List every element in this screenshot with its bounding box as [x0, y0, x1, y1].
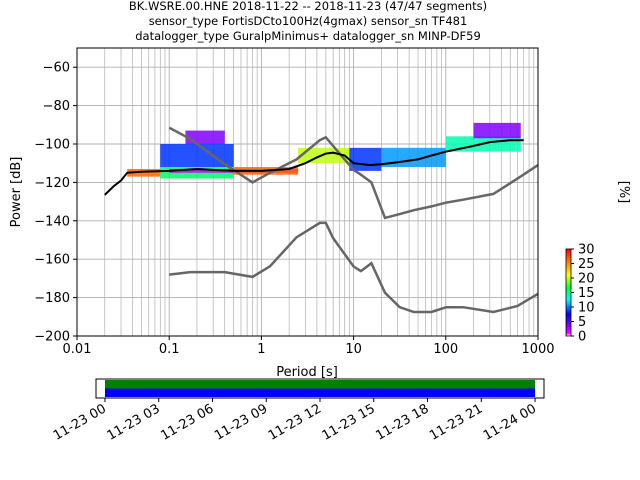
coverage-bar	[104, 388, 536, 397]
x-tick-label: 100	[433, 342, 458, 357]
time-tick-label: 11-23 21	[427, 401, 485, 443]
title-line-1: BK.WSRE.00.HNE 2018-11-22 -- 2018-11-23 …	[129, 0, 487, 13]
y-axis-label: Power [dB]	[9, 157, 24, 228]
x-tick-label: 1000	[521, 342, 554, 357]
y-tick-label: −80	[43, 99, 70, 114]
time-tick-label: 11-23 03	[105, 401, 163, 443]
x-axis-ticks: 0.01 0.1 1 10 100 1000	[63, 336, 555, 357]
colorbar-gradient	[565, 248, 572, 337]
psd-density-cell	[127, 168, 161, 177]
y-tick-label: −140	[34, 214, 70, 229]
time-tick-label: 11-23 12	[266, 401, 324, 443]
time-tick-label: 11-23 09	[212, 401, 270, 443]
coverage-bars	[104, 380, 536, 397]
colorbar-tick-label: 5	[578, 315, 586, 330]
y-tick-label: −180	[34, 291, 70, 306]
coverage-bar	[104, 380, 536, 389]
plot-background	[77, 48, 538, 336]
colorbar-tick-label: 20	[578, 272, 595, 287]
x-tick-label: 0.1	[159, 342, 180, 357]
time-tick-label: 11-24 00	[481, 401, 539, 443]
colorbar-tick-label: 25	[578, 257, 595, 272]
mean-psd-layer	[104, 139, 524, 196]
x-axis-label: Period [s]	[276, 365, 338, 380]
colorbar-label: [%]	[616, 181, 631, 204]
x-tick-label: 10	[345, 342, 362, 357]
title-line-2: sensor_type FortisDCto100Hz(4gmax) senso…	[149, 14, 468, 28]
psd-density-cell	[381, 147, 446, 168]
colorbar-tick-label: 30	[578, 243, 595, 258]
y-axis-ticks: −60 −80 −100 −120 −140 −160 −180 −200	[34, 61, 77, 345]
psd-density-cell	[185, 130, 225, 144]
noise-model-low-line	[169, 221, 539, 314]
noise-model-high-line	[168, 126, 539, 220]
plot-frame	[76, 47, 539, 337]
psd-density-cell	[473, 122, 521, 139]
time-tick-label: 11-23 18	[373, 401, 431, 443]
psd-plot: 0.01 0.1 1 10 100 1000 −60 −80 −100 −120 −140 −160…	[9, 47, 555, 380]
y-tick-label: −120	[34, 176, 70, 191]
y-tick-label: −160	[34, 253, 70, 268]
x-tick-label: 1	[257, 342, 265, 357]
y-tick-label: −200	[34, 330, 70, 345]
noise-model-layer	[168, 126, 539, 314]
psd-density-cell	[349, 147, 382, 171]
x-tick-label: 0.01	[63, 342, 92, 357]
time-tick-label: 11-23 15	[320, 401, 378, 443]
colorbar-tick-label: 0	[578, 330, 586, 345]
colorbar-tick-label: 15	[578, 286, 595, 301]
psd-density-cell	[160, 144, 234, 168]
grid-lines	[76, 48, 538, 337]
time-tick-label: 11-23 06	[158, 401, 216, 443]
y-tick-label: −100	[34, 138, 70, 153]
time-tick-label: 11-23 00	[51, 401, 109, 443]
mean-psd-line	[104, 139, 524, 196]
colorbar-tick-label: 10	[578, 301, 595, 316]
title-line-3: datalogger_type GuralpMinimus+ datalogge…	[135, 29, 481, 43]
y-tick-label: −60	[43, 61, 70, 76]
